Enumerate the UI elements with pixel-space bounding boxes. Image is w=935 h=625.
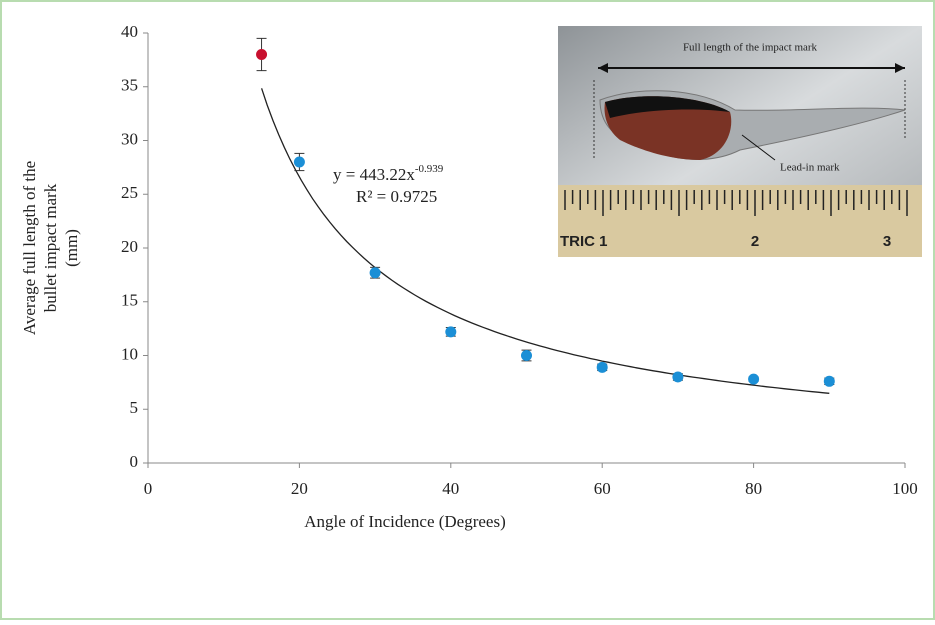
- y-axis-label-line: Average full length of the: [20, 161, 39, 335]
- point: [596, 361, 608, 373]
- point: [445, 326, 457, 338]
- y-axis-label-line: (mm): [62, 229, 81, 267]
- x-tick-label: 20: [291, 479, 308, 498]
- y-tick-label: 20: [121, 237, 138, 256]
- hole-shadow: [605, 96, 730, 118]
- y-axis-label-line: bullet impact mark: [41, 183, 60, 312]
- point: [293, 156, 305, 168]
- x-tick-label: 80: [745, 479, 762, 498]
- trend-r2: R² = 0.9725: [356, 187, 437, 206]
- y-tick-label: 40: [121, 22, 138, 41]
- pointer: [741, 134, 776, 161]
- ruler-label: 2: [751, 233, 759, 250]
- point: [672, 371, 684, 383]
- trend-equation-exponent: -0.939: [415, 163, 444, 175]
- point: [823, 375, 835, 387]
- point: [748, 373, 760, 385]
- y-tick-label: 5: [130, 398, 139, 417]
- trend-equation-main: y = 443.22x: [333, 165, 415, 184]
- ruler-label: 3: [883, 233, 891, 250]
- y-axis-label: Average full length of the bullet impact …: [20, 161, 81, 335]
- y-tick-label: 0: [130, 452, 139, 471]
- y-tick-label: 30: [121, 129, 138, 148]
- point: [256, 49, 268, 60]
- y-tick-label: 35: [121, 76, 138, 95]
- y-tick-label: 15: [121, 291, 138, 310]
- x-tick-label: 60: [594, 479, 611, 498]
- y-tick-label: 25: [121, 183, 138, 202]
- x-tick-label: 40: [442, 479, 459, 498]
- y-tick-label: 10: [121, 344, 138, 363]
- x-tick-label: 0: [144, 479, 153, 498]
- ruler-ticks: [564, 190, 908, 216]
- x-axis-label: Angle of Incidence (Degrees): [304, 512, 506, 531]
- point: [521, 350, 532, 361]
- inset-photo: Full length of the impact mark Lead-in m…: [558, 26, 922, 257]
- inset-label: Full length of the impact mark: [683, 42, 818, 54]
- point: [369, 267, 381, 279]
- inset-label: Lead-in mark: [780, 162, 840, 174]
- x-tick-label: 100: [892, 479, 918, 498]
- trend-equation: y = 443.22x-0.939: [333, 163, 444, 184]
- trendline: [260, 88, 830, 394]
- ruler-label: TRIC 1: [560, 233, 608, 250]
